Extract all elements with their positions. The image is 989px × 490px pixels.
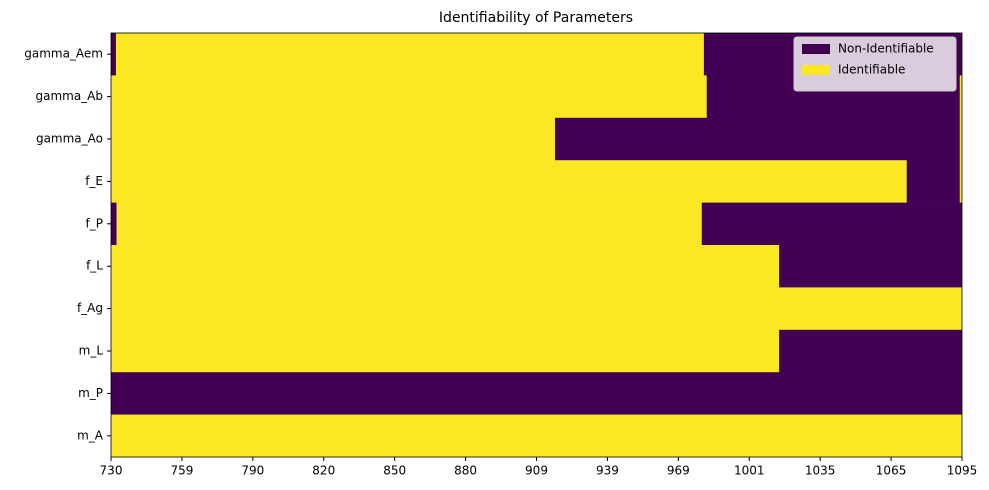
cell (779, 245, 962, 288)
cell (111, 117, 555, 161)
cell (111, 245, 780, 288)
cell (906, 160, 960, 203)
cell (959, 160, 962, 203)
legend-swatch (802, 65, 830, 75)
cell (116, 202, 702, 246)
cell (111, 372, 962, 415)
y-tick-label: f_E (85, 174, 103, 188)
y-tick-label: gamma_Aem (24, 47, 103, 61)
y-tick-label: f_Ag (77, 301, 103, 315)
legend-label: Non-Identifiable (838, 42, 934, 56)
cell (111, 33, 116, 76)
cell (701, 202, 962, 246)
x-tick-label: 759 (170, 464, 193, 478)
cell (111, 202, 117, 246)
x-tick-label: 939 (596, 464, 619, 478)
x-tick-label: 880 (454, 464, 477, 478)
y-tick-label: m_L (79, 344, 104, 358)
y-tick-label: m_A (77, 428, 104, 442)
x-tick-label: 909 (525, 464, 548, 478)
cell (111, 329, 780, 373)
x-tick-label: 730 (100, 464, 123, 478)
x-tick-label: 1035 (805, 464, 836, 478)
y-tick-label: gamma_Ab (35, 89, 103, 103)
legend-box (793, 36, 957, 92)
x-tick-label: 1001 (734, 464, 765, 478)
x-tick-label: 1095 (947, 464, 978, 478)
y-tick-label: f_P (86, 216, 103, 230)
cell (779, 329, 962, 373)
x-tick-label: 820 (312, 464, 335, 478)
cell (111, 160, 907, 203)
cell (111, 287, 962, 331)
chart-title: Identifiability of Parameters (439, 10, 633, 26)
cell (111, 75, 707, 119)
x-tick-label: 969 (667, 464, 690, 478)
x-tick-label: 790 (241, 464, 264, 478)
cell (111, 414, 962, 458)
x-tick-label: 850 (383, 464, 406, 478)
cell (115, 33, 704, 76)
cell (554, 117, 960, 161)
legend-swatch (802, 44, 830, 54)
y-tick-label: gamma_Ao (36, 132, 103, 146)
y-tick-label: f_L (86, 259, 103, 273)
cell (959, 75, 962, 119)
cell (959, 117, 962, 161)
legend-label: Identifiable (838, 63, 905, 77)
x-tick-label: 1065 (876, 464, 907, 478)
y-tick-label: m_P (78, 386, 103, 400)
